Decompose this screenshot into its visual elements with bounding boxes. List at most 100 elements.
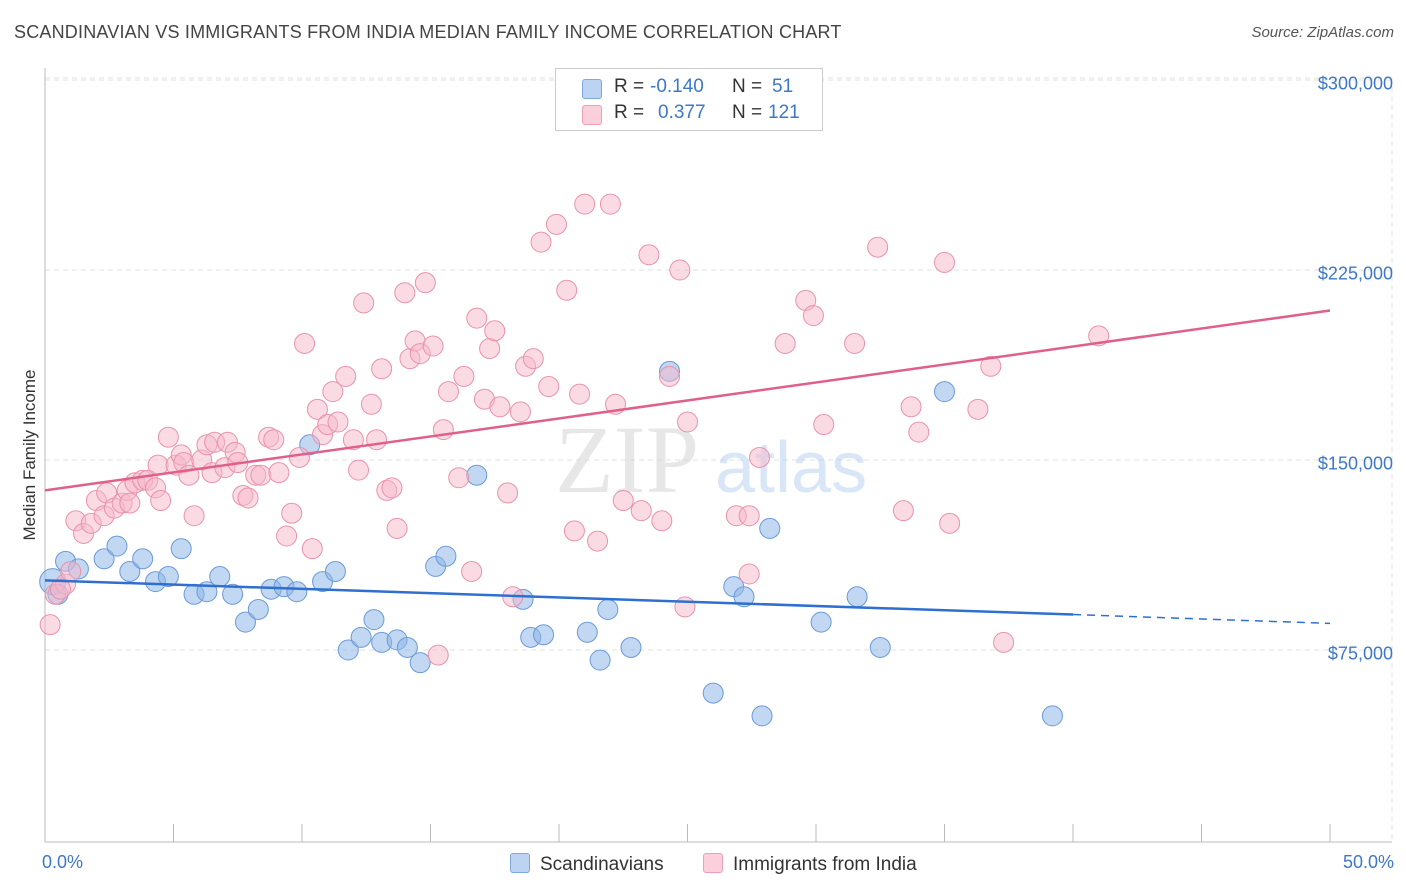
point-scandinavians [209,566,231,588]
trend-line-india [44,309,1331,492]
point-india [250,464,272,486]
point-india [556,279,578,301]
point-india [563,520,585,542]
point-india [939,512,961,534]
y-axis-label: Median Family Income [20,369,39,541]
point-india [294,332,316,354]
point-scandinavians [597,598,619,620]
point-scandinavians [350,626,372,648]
legend-swatch-scandinavians [582,79,602,99]
point-india [530,231,552,253]
point-india [437,381,459,403]
point-india [453,365,475,387]
point-india [306,398,328,420]
point-india [49,578,71,600]
point-india [484,320,506,342]
r-value: -0.140 [650,76,704,97]
point-india [422,335,444,357]
point-india [748,446,770,468]
point-india [774,332,796,354]
point-india [638,244,660,266]
point-scandinavians [466,464,488,486]
point-scandinavians [337,639,359,661]
x-tick-label-left: 0.0% [42,852,84,872]
data-points [39,193,1110,727]
point-scandinavians [132,548,154,570]
point-india [967,398,989,420]
trend-lines [44,309,1331,625]
point-scandinavians [702,682,724,704]
point-india [150,490,172,512]
point-scandinavians [363,609,385,631]
point-india [237,487,259,509]
point-india [427,644,449,666]
point-india [322,381,344,403]
point-scandinavians [247,598,269,620]
point-india [414,272,436,294]
point-india [342,429,364,451]
x-tick-label-right: 50.0% [1342,852,1394,872]
point-india [394,282,416,304]
chart-source: Source: ZipAtlas.com [1251,24,1394,41]
point-india [867,236,889,258]
point-india [900,396,922,418]
legend-label-scandinavians: Scandinavians [540,854,664,875]
trend-line-scandinavians [44,579,1074,616]
point-india [371,358,393,380]
point-india [479,338,501,360]
point-india [276,525,298,547]
point-india [844,332,866,354]
point-scandinavians [324,560,346,582]
point-india [281,502,303,524]
point-india [335,365,357,387]
point-india [268,462,290,484]
r-label: R = [614,76,645,97]
point-india [327,411,349,433]
point-india [813,414,835,436]
point-scandinavians [576,621,598,643]
y-tick-label: $75,000 [1327,643,1393,664]
point-india [381,477,403,499]
n-value: 121 [768,102,800,123]
n-label: N = [732,76,763,97]
legend-label-india: Immigrants from India [733,854,917,875]
point-scandinavians [620,636,642,658]
point-india [908,421,930,443]
legend-swatch-india [703,853,723,873]
point-india [386,517,408,539]
point-india [497,482,519,504]
point-india [360,393,382,415]
point-india [674,596,696,618]
point-india [1088,325,1110,347]
axes [44,68,1392,843]
gridlines [45,77,1393,842]
point-scandinavians [869,636,891,658]
point-scandinavians [222,583,244,605]
point-india [993,631,1015,653]
point-india [466,307,488,329]
point-india [599,193,621,215]
r-value: 0.377 [658,102,706,123]
point-india [366,429,388,451]
point-india [509,401,531,423]
point-scandinavians [533,624,555,646]
point-scandinavians [759,517,781,539]
point-scandinavians [589,649,611,671]
point-india [612,490,634,512]
point-india [738,563,760,585]
point-india [934,251,955,273]
trend-line-scandinavians-extension [1072,613,1331,625]
point-india [574,193,596,215]
point-scandinavians [934,381,955,403]
point-scandinavians [93,548,115,570]
point-scandinavians [286,581,308,603]
watermark-atlas: atlas [715,428,867,508]
n-value: 51 [772,76,794,97]
point-india [263,429,285,451]
point-scandinavians [810,611,832,633]
legend-item-india: Immigrants from India [703,853,917,876]
point-india [538,376,560,398]
point-scandinavians [751,705,773,727]
point-scandinavians [106,535,128,557]
point-india [448,467,470,489]
